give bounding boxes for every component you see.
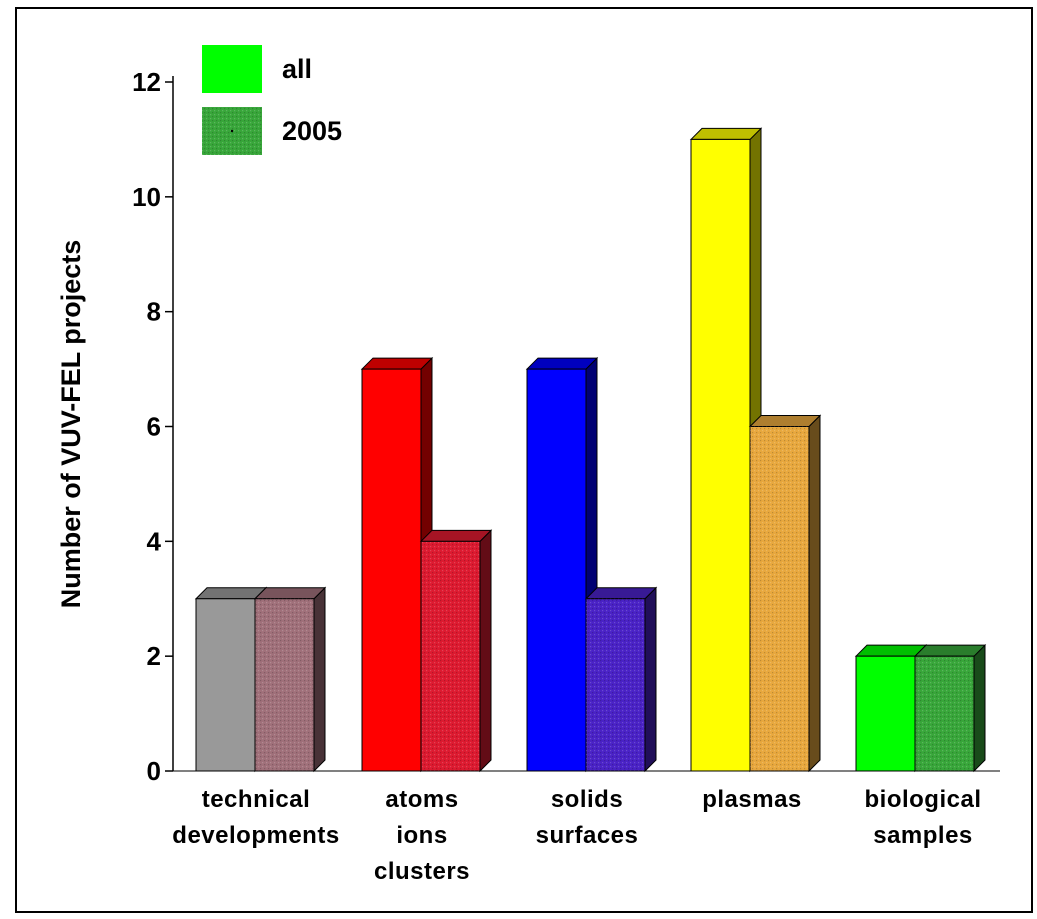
bar <box>584 586 658 773</box>
legend-label: 2005 <box>282 116 342 146</box>
bar-top <box>419 529 493 542</box>
bar-texture <box>421 541 480 771</box>
bar-top <box>584 587 658 600</box>
bar-top <box>360 357 434 370</box>
y-axis-title: Number of VUV-FEL projects <box>56 240 86 609</box>
bar <box>913 643 987 773</box>
x-tick-label: ions <box>396 822 447 849</box>
legend-label: all <box>282 54 312 84</box>
bar-texture <box>915 656 974 771</box>
bar-front <box>526 368 587 772</box>
x-tick-label: plasmas <box>702 786 802 813</box>
y-tick-label: 2 <box>147 641 161 671</box>
legend: all 2005 <box>202 45 342 155</box>
bar-side <box>973 643 986 773</box>
bar-front <box>361 368 422 772</box>
bar-top <box>194 587 268 600</box>
bar-top <box>253 587 327 600</box>
x-axis-labels: technical developments atoms ions clusters so… <box>172 786 981 885</box>
bar-side <box>479 529 492 773</box>
x-tick-label: surfaces <box>536 822 639 849</box>
x-tick-label: biological <box>864 786 981 813</box>
bar <box>360 356 434 773</box>
bar-side <box>644 586 657 773</box>
bar-texture <box>586 598 645 771</box>
y-axis: 0 2 4 6 8 10 12 <box>132 67 1000 786</box>
bar-front <box>195 598 256 772</box>
y-tick-label: 12 <box>132 67 161 97</box>
bar <box>748 414 822 773</box>
bar-top <box>689 127 763 140</box>
y-tick-label: 6 <box>147 412 161 442</box>
bar-side <box>808 414 821 773</box>
bar-front <box>855 655 916 772</box>
bar-top <box>854 644 928 657</box>
bar-top <box>748 415 822 427</box>
x-tick-label: atoms <box>385 786 458 813</box>
bar-top <box>913 644 987 657</box>
x-tick-label: developments <box>172 822 339 849</box>
bar <box>253 586 327 773</box>
bar <box>419 529 493 773</box>
x-tick-label: solids <box>551 786 623 813</box>
bar-texture <box>255 598 314 771</box>
legend-swatch-dot <box>230 129 234 133</box>
legend-swatch <box>202 45 262 93</box>
x-tick-label: clusters <box>374 858 470 885</box>
bar-front <box>690 138 751 772</box>
bar-side <box>313 586 326 773</box>
bar-top <box>525 357 599 370</box>
y-tick-label: 0 <box>147 756 161 786</box>
bars-group <box>194 127 987 773</box>
y-tick-label: 10 <box>132 182 161 212</box>
y-tick-label: 4 <box>147 526 162 556</box>
y-tick-label: 8 <box>147 297 161 327</box>
x-tick-label: technical <box>202 786 311 813</box>
bar-texture <box>750 426 809 771</box>
x-tick-label: samples <box>873 822 973 849</box>
